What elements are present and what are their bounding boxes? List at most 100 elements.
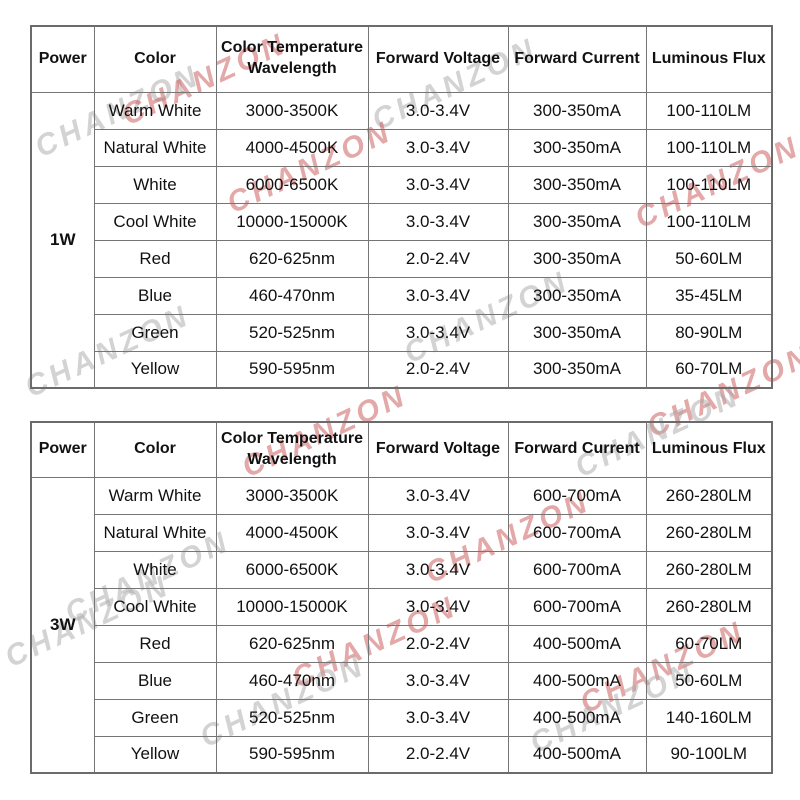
table-body-3w: 3W Warm White 3000-3500K 3.0-3.4V 600-700mA 2…	[30, 476, 773, 774]
temp-wavelength-cell: 3000-3500K	[215, 476, 369, 515]
power-cell: 3W	[30, 476, 95, 774]
column-header-4: Forward Current	[507, 421, 647, 478]
flux-cell: 100-110LM	[645, 91, 773, 130]
column-header-2: Color Temperature Wavelength	[215, 421, 369, 478]
table-row: Yellow 590-595nm 2.0-2.4V 300-350mA 60-70LM	[31, 350, 773, 389]
table-row: White 6000-6500K 3.0-3.4V 300-350mA 100-110L…	[31, 165, 773, 204]
color-cell: Yellow	[93, 350, 217, 389]
voltage-cell: 2.0-2.4V	[367, 624, 509, 663]
flux-cell: 50-60LM	[645, 661, 773, 700]
column-header-0: Power	[30, 421, 95, 478]
current-cell: 300-350mA	[507, 239, 647, 278]
current-cell: 300-350mA	[507, 128, 647, 167]
column-header-5: Luminous Flux	[645, 25, 773, 93]
color-cell: Red	[93, 239, 217, 278]
voltage-cell: 3.0-3.4V	[367, 128, 509, 167]
color-cell: Red	[93, 624, 217, 663]
table-row: Yellow 590-595nm 2.0-2.4V 400-500mA 90-100LM	[31, 735, 773, 774]
flux-cell: 100-110LM	[645, 202, 773, 241]
current-cell: 600-700mA	[507, 550, 647, 589]
table-row: Blue 460-470nm 3.0-3.4V 400-500mA 50-60LM	[31, 661, 773, 700]
voltage-cell: 2.0-2.4V	[367, 735, 509, 774]
flux-cell: 260-280LM	[645, 476, 773, 515]
current-cell: 400-500mA	[507, 624, 647, 663]
header-row: Power Color Color Temperature Wavelength Fo…	[30, 421, 773, 478]
table-row: 1W Warm White 3000-3500K 3.0-3.4V 300-350mA 1…	[30, 91, 773, 389]
voltage-cell: 3.0-3.4V	[367, 587, 509, 626]
table-row: Natural White 4000-4500K 3.0-3.4V 600-700mA…	[31, 513, 773, 552]
current-cell: 600-700mA	[507, 513, 647, 552]
column-header-3: Forward Voltage	[367, 25, 509, 93]
current-cell: 300-350mA	[507, 350, 647, 389]
color-cell: Green	[93, 698, 217, 737]
current-cell: 400-500mA	[507, 698, 647, 737]
flux-cell: 50-60LM	[645, 239, 773, 278]
temp-wavelength-cell: 520-525nm	[215, 698, 369, 737]
current-cell: 400-500mA	[507, 735, 647, 774]
column-header-2: Color Temperature Wavelength	[215, 25, 369, 93]
table-row: White 6000-6500K 3.0-3.4V 600-700mA 260-280L…	[31, 550, 773, 589]
temp-wavelength-cell: 590-595nm	[215, 350, 369, 389]
temp-wavelength-cell: 620-625nm	[215, 624, 369, 663]
color-cell: Blue	[93, 661, 217, 700]
voltage-cell: 3.0-3.4V	[367, 91, 509, 130]
table-row: Green 520-525nm 3.0-3.4V 300-350mA 80-90LM	[31, 313, 773, 352]
temp-wavelength-cell: 460-470nm	[215, 661, 369, 700]
column-header-4: Forward Current	[507, 25, 647, 93]
temp-wavelength-cell: 10000-15000K	[215, 202, 369, 241]
temp-wavelength-cell: 620-625nm	[215, 239, 369, 278]
header-row: Power Color Color Temperature Wavelength Fo…	[30, 25, 773, 93]
table-row: Green 520-525nm 3.0-3.4V 400-500mA 140-160LM	[31, 698, 773, 737]
table-body-1w: 1W Warm White 3000-3500K 3.0-3.4V 300-350mA 1…	[30, 91, 773, 389]
color-cell: Cool White	[93, 587, 217, 626]
table-row: Cool White 10000-15000K 3.0-3.4V 300-350mA 1…	[31, 202, 773, 241]
column-header-1: Color	[93, 25, 217, 93]
voltage-cell: 3.0-3.4V	[367, 698, 509, 737]
color-cell: Blue	[93, 276, 217, 315]
current-cell: 300-350mA	[507, 91, 647, 130]
spec-table-1w: Power Color Color Temperature Wavelength Fo…	[30, 25, 773, 389]
flux-cell: 90-100LM	[645, 735, 773, 774]
voltage-cell: 3.0-3.4V	[367, 313, 509, 352]
current-cell: 600-700mA	[507, 587, 647, 626]
flux-cell: 35-45LM	[645, 276, 773, 315]
voltage-cell: 3.0-3.4V	[367, 661, 509, 700]
flux-cell: 60-70LM	[645, 350, 773, 389]
temp-wavelength-cell: 6000-6500K	[215, 550, 369, 589]
table-row: Cool White 10000-15000K 3.0-3.4V 600-700mA 2…	[31, 587, 773, 626]
temp-wavelength-cell: 6000-6500K	[215, 165, 369, 204]
table-row: Red 620-625nm 2.0-2.4V 300-350mA 50-60LM	[31, 239, 773, 278]
column-header-1: Color	[93, 421, 217, 478]
temp-wavelength-cell: 460-470nm	[215, 276, 369, 315]
current-cell: 300-350mA	[507, 276, 647, 315]
current-cell: 300-350mA	[507, 202, 647, 241]
voltage-cell: 3.0-3.4V	[367, 202, 509, 241]
color-cell: Natural White	[93, 513, 217, 552]
power-cell: 1W	[30, 91, 95, 389]
column-header-3: Forward Voltage	[367, 421, 509, 478]
current-cell: 600-700mA	[507, 476, 647, 515]
temp-wavelength-cell: 590-595nm	[215, 735, 369, 774]
flux-cell: 260-280LM	[645, 513, 773, 552]
temp-wavelength-cell: 4000-4500K	[215, 128, 369, 167]
voltage-cell: 2.0-2.4V	[367, 350, 509, 389]
color-cell: Natural White	[93, 128, 217, 167]
voltage-cell: 3.0-3.4V	[367, 550, 509, 589]
voltage-cell: 3.0-3.4V	[367, 276, 509, 315]
flux-cell: 260-280LM	[645, 587, 773, 626]
column-header-0: Power	[30, 25, 95, 93]
table-row: Natural White 4000-4500K 3.0-3.4V 300-350mA…	[31, 128, 773, 167]
color-cell: Green	[93, 313, 217, 352]
spec-table-3w: Power Color Color Temperature Wavelength Fo…	[30, 421, 773, 774]
flux-cell: 260-280LM	[645, 550, 773, 589]
flux-cell: 60-70LM	[645, 624, 773, 663]
flux-cell: 80-90LM	[645, 313, 773, 352]
voltage-cell: 3.0-3.4V	[367, 476, 509, 515]
temp-wavelength-cell: 3000-3500K	[215, 91, 369, 130]
temp-wavelength-cell: 10000-15000K	[215, 587, 369, 626]
color-cell: White	[93, 165, 217, 204]
temp-wavelength-cell: 4000-4500K	[215, 513, 369, 552]
voltage-cell: 2.0-2.4V	[367, 239, 509, 278]
flux-cell: 140-160LM	[645, 698, 773, 737]
temp-wavelength-cell: 520-525nm	[215, 313, 369, 352]
